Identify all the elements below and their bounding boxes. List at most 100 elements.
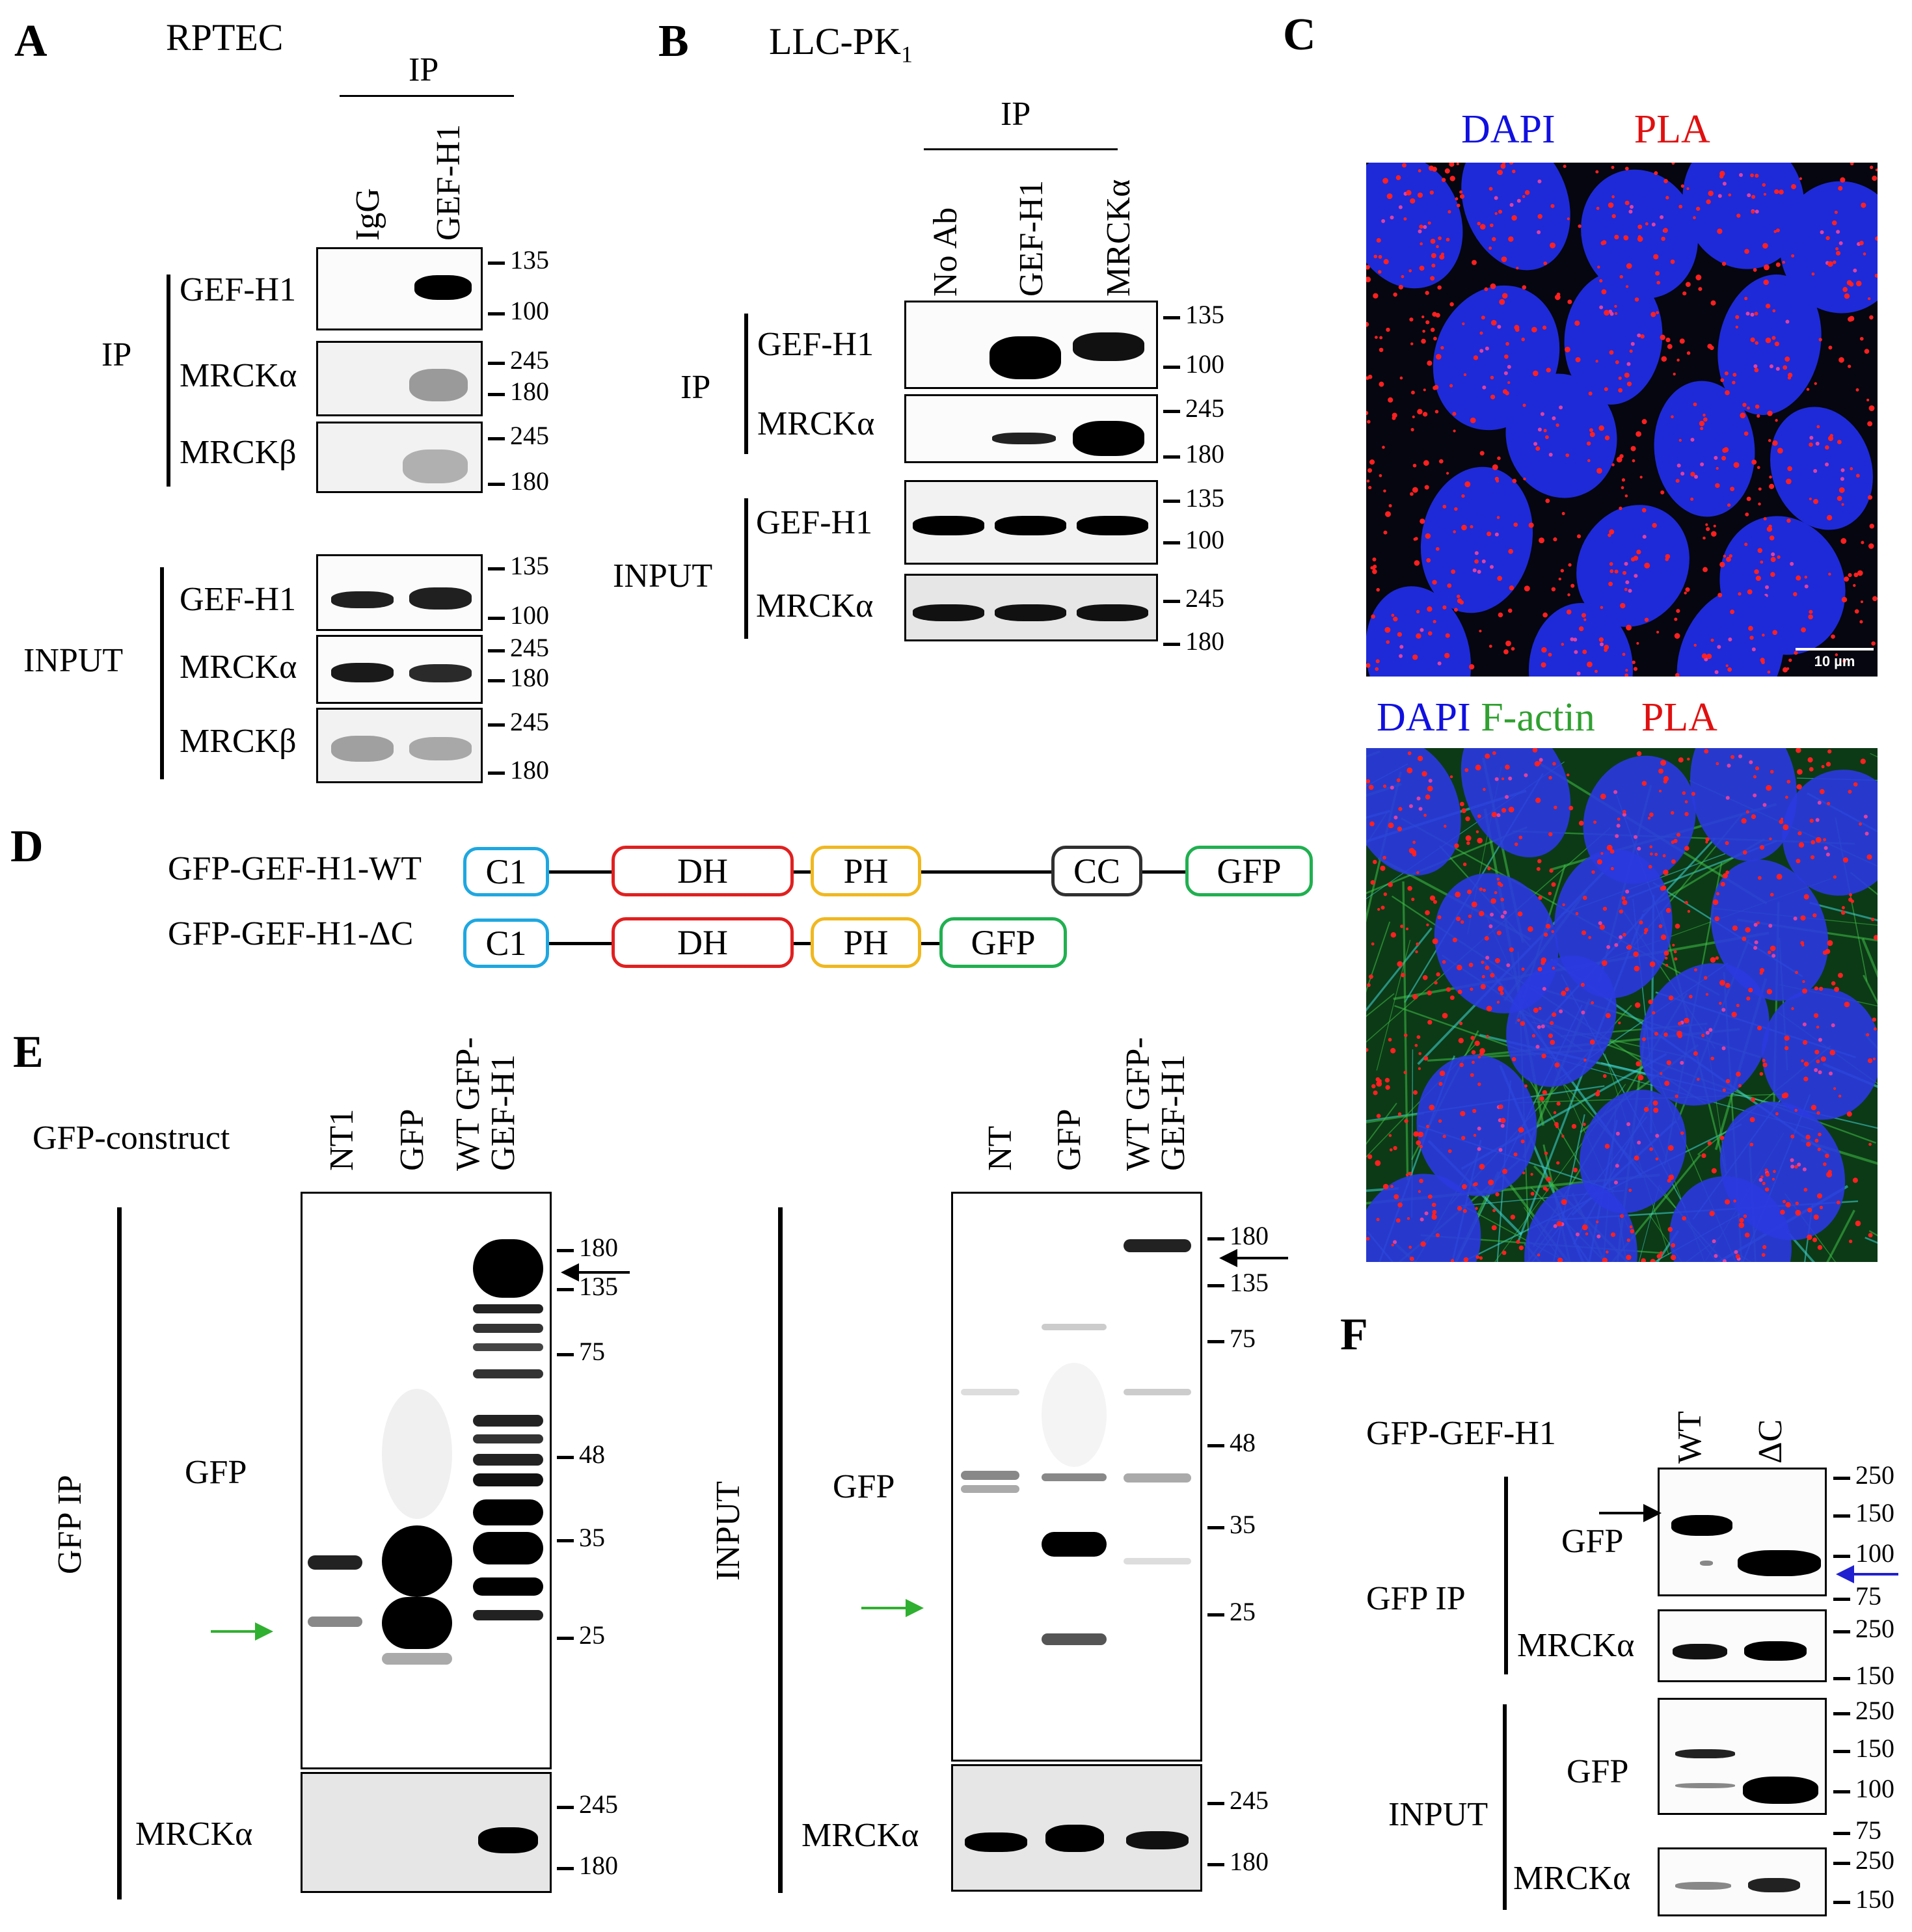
f-blue-arrow-icon	[1836, 1565, 1898, 1583]
mk-f-mrck-250: 250	[1833, 1614, 1894, 1643]
panel-c-label: C	[1283, 10, 1316, 60]
blot-a-input-mrckb	[316, 708, 483, 783]
domain-dc-ph: PH	[811, 917, 921, 968]
panel-a-cell-line: RPTEC	[166, 16, 284, 59]
mk-el-mrck-245: 245	[557, 1790, 618, 1819]
f-input-group: INPUT	[1388, 1796, 1488, 1833]
f-input-bracket	[1503, 1704, 1507, 1910]
blot-e-right-gfp	[951, 1192, 1202, 1762]
blot-f-input-gfp	[1658, 1698, 1827, 1815]
domain-wt-gfp: GFP	[1185, 846, 1313, 896]
e-right-lane-gfp: GFP	[1051, 1108, 1088, 1171]
label-c2-factin: F-actin	[1481, 695, 1595, 740]
label-e-left-gfp: GFP	[185, 1454, 247, 1491]
mk-el-180: 180	[557, 1233, 618, 1262]
mk-a-245b: 245	[488, 421, 549, 450]
label-f-input-mrcka: MRCKα	[1513, 1860, 1631, 1897]
label-f-ip-gfp: GFP	[1561, 1523, 1624, 1560]
label-e-right-mrcka: MRCKα	[801, 1817, 919, 1854]
mk-a-100: 100	[488, 296, 549, 325]
panel-b-cell-line: LLC-PK1	[769, 20, 913, 68]
mk-f-250: 250	[1833, 1460, 1894, 1490]
e-left-lane-wt1: WT GFP-	[450, 1037, 487, 1171]
mk-a-135: 135	[488, 245, 549, 275]
e-left-green-arrow-icon	[211, 1622, 273, 1641]
label-e-right-gfp: GFP	[833, 1468, 895, 1505]
domain-wt-c1: C1	[463, 847, 549, 896]
blot-f-ip-gfp	[1658, 1468, 1827, 1596]
domain-dc-gfp: GFP	[939, 917, 1067, 968]
mk-el-48: 48	[557, 1440, 605, 1469]
panel-b-input-group: INPUT	[613, 557, 713, 595]
panel-a-ip-header: IP	[409, 51, 439, 88]
panel-a-ip-line	[340, 95, 514, 97]
label-b-ip-gefh1: GEF-H1	[757, 326, 874, 363]
label-a-input-mrckb: MRCKβ	[180, 723, 297, 760]
panel-b-lane-gefh1: GEF-H1	[1013, 180, 1050, 297]
mk-el-25: 25	[557, 1620, 605, 1650]
blot-b-ip-gefh1	[904, 301, 1158, 389]
panel-e-construct-label: GFP-construct	[33, 1120, 230, 1157]
label-f-ip-mrcka: MRCKα	[1517, 1627, 1635, 1664]
e-right-group: INPUT	[710, 1481, 747, 1581]
label-c2-dapi: DAPI	[1377, 695, 1471, 740]
mk-er-35: 35	[1207, 1510, 1256, 1539]
panel-d-label: D	[10, 822, 44, 872]
panel-b-ip-group: IP	[680, 369, 711, 406]
panel-b-label: B	[658, 16, 689, 66]
panel-a-label: A	[14, 16, 47, 66]
domain-dc-c1: C1	[463, 919, 549, 968]
domain-wt-ph: PH	[811, 846, 921, 896]
mk-b-245: 245	[1163, 394, 1224, 423]
mk-a-180: 180	[488, 377, 549, 406]
panel-b-ip-header: IP	[1001, 96, 1031, 133]
mk-a-in-100: 100	[488, 600, 549, 630]
label-e-left-mrcka: MRCKα	[135, 1816, 253, 1853]
mk-a-in-180: 180	[488, 663, 549, 692]
mk-f-in-150: 150	[1833, 1734, 1894, 1763]
e-right-bracket	[778, 1207, 783, 1893]
mk-er-mrck-245: 245	[1207, 1786, 1269, 1815]
mk-f-in-mrck-250: 250	[1833, 1845, 1894, 1875]
mk-a-in-180b: 180	[488, 755, 549, 785]
mk-f-mrck-150: 150	[1833, 1661, 1894, 1690]
mk-b-135: 135	[1163, 300, 1224, 329]
panel-a-input-bracket	[160, 567, 164, 779]
panel-b-lane-mrcka: MRCKα	[1100, 179, 1137, 297]
panel-a-lane-igg: IgG	[349, 188, 386, 241]
panel-b-ip-bracket	[744, 314, 748, 454]
panel-b-lane-noab: No Ab	[927, 207, 964, 297]
mk-b-in-245: 245	[1163, 584, 1224, 613]
label-a-ip-mrckb: MRCKβ	[180, 434, 297, 471]
scale-bar: 10 µm	[1796, 648, 1874, 670]
label-a-ip-mrcka: MRCKα	[180, 357, 297, 394]
e-right-lane-nt: NT	[982, 1125, 1019, 1171]
blot-a-ip-mrcka	[316, 341, 483, 416]
panel-a-lane-gefh1: GEF-H1	[430, 124, 467, 241]
blot-e-left-gfp	[301, 1192, 552, 1769]
label-a-input-mrcka: MRCKα	[180, 649, 297, 686]
label-a-ip-gefh1: GEF-H1	[180, 271, 297, 308]
mk-a-245: 245	[488, 345, 549, 375]
e-left-black-arrow-icon	[561, 1263, 630, 1281]
e-left-group: GFP IP	[51, 1475, 88, 1574]
label-b-ip-mrcka: MRCKα	[757, 405, 875, 442]
e-right-black-arrow-icon	[1219, 1249, 1288, 1267]
panel-b-ip-line	[924, 148, 1118, 150]
mk-a-in-135: 135	[488, 551, 549, 580]
blot-b-ip-mrcka	[904, 394, 1158, 463]
mk-a-180b: 180	[488, 466, 549, 496]
mk-f-150: 150	[1833, 1498, 1894, 1527]
blot-a-ip-gefh1	[316, 247, 483, 330]
mk-el-mrck-180: 180	[557, 1851, 618, 1880]
mk-er-75: 75	[1207, 1324, 1256, 1353]
panel-c-bottom-labels: DAPI F-actin PLA	[1377, 695, 1717, 741]
construct-wt-name: GFP-GEF-H1-WT	[168, 850, 422, 887]
mk-f-in-mrck-150: 150	[1833, 1885, 1894, 1914]
label-c2-pla: PLA	[1641, 695, 1717, 740]
mk-f-100: 100	[1833, 1538, 1894, 1568]
e-left-lane-wt2: GEF-H1	[485, 1054, 522, 1171]
mk-b-in-100: 100	[1163, 525, 1224, 554]
panel-f-construct-label: GFP-GEF-H1	[1366, 1415, 1556, 1452]
e-right-lane-wt1: WT GFP-	[1120, 1037, 1157, 1171]
